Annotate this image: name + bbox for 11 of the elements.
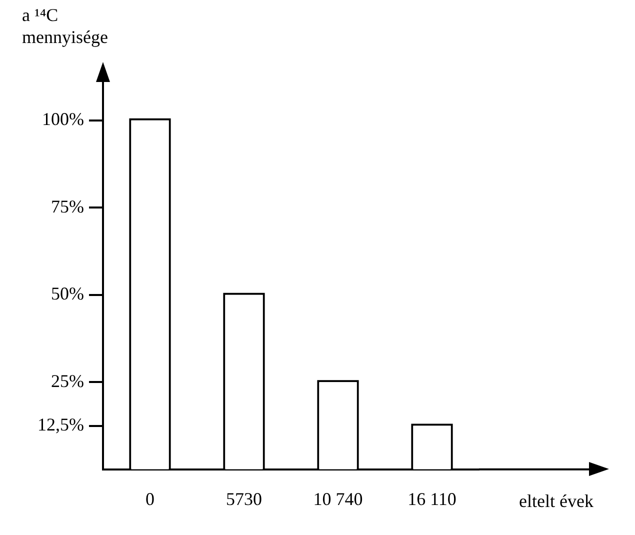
- y-tick-label: 12,5%: [38, 414, 84, 435]
- x-tick-label: 16 110: [408, 488, 456, 509]
- x-axis-title: eltelt évek: [519, 491, 594, 512]
- y-tick-label: 25%: [51, 370, 84, 391]
- y-tick-label: 100%: [42, 109, 84, 130]
- x-tick-label: 5730: [226, 488, 262, 509]
- y-axis-title: a ¹⁴C mennyisége: [22, 4, 109, 48]
- y-tick-label: 50%: [51, 284, 84, 304]
- y-tick-label: 75%: [51, 196, 84, 216]
- x-tick-label: 0: [146, 488, 154, 509]
- x-tick-label: 10 740: [313, 488, 363, 509]
